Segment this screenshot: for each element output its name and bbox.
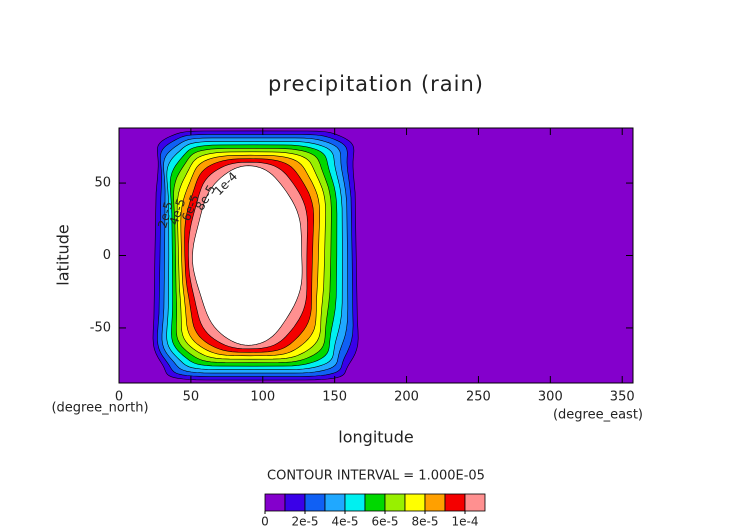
y-tick-label: 0 xyxy=(103,248,111,263)
colorbar-tick-label: 1e-4 xyxy=(452,515,479,529)
chart-title: precipitation (rain) xyxy=(268,72,484,96)
colorbar-cell xyxy=(344,493,366,512)
y-tick-label: -50 xyxy=(90,320,111,335)
x-tick-label: 300 xyxy=(538,390,563,405)
colorbar-cell xyxy=(464,493,486,512)
colorbar-cell xyxy=(364,493,386,512)
contour-interval-note: CONTOUR INTERVAL = 1.000E-05 xyxy=(267,469,485,484)
x-tick-label: 150 xyxy=(322,390,347,405)
x-tick-label: 0 xyxy=(115,390,123,405)
colorbar-cell xyxy=(404,493,426,512)
colorbar-tick-label: 6e-5 xyxy=(372,515,399,529)
x-tick-label: 350 xyxy=(610,390,635,405)
colorbar-cell xyxy=(264,493,286,512)
colorbar-cell xyxy=(424,493,446,512)
colorbar-tick-label: 0 xyxy=(261,515,269,529)
y-unit: (degree_north) xyxy=(51,401,148,416)
missing-region xyxy=(192,165,303,346)
y-axis-label: latitude xyxy=(54,224,73,285)
contour-label: 2e-5 xyxy=(155,200,176,230)
x-tick-label: 200 xyxy=(394,390,419,405)
x-unit: (degree_east) xyxy=(553,408,643,423)
colorbar-tick-label: 2e-5 xyxy=(292,515,319,529)
colorbar-cell xyxy=(304,493,326,512)
x-axis-label: longitude xyxy=(338,428,413,447)
colorbar-cell xyxy=(284,493,306,512)
colorbar-cell xyxy=(444,493,466,512)
colorbar-tick-label: 8e-5 xyxy=(412,515,439,529)
y-tick-label: 50 xyxy=(94,176,111,191)
x-tick-label: 100 xyxy=(250,390,275,405)
x-tick-label: 50 xyxy=(183,390,200,405)
colorbar-cell xyxy=(324,493,346,512)
colorbar-cell xyxy=(384,493,406,512)
colorbar-tick-label: 4e-5 xyxy=(332,515,359,529)
x-tick-label: 250 xyxy=(466,390,491,405)
